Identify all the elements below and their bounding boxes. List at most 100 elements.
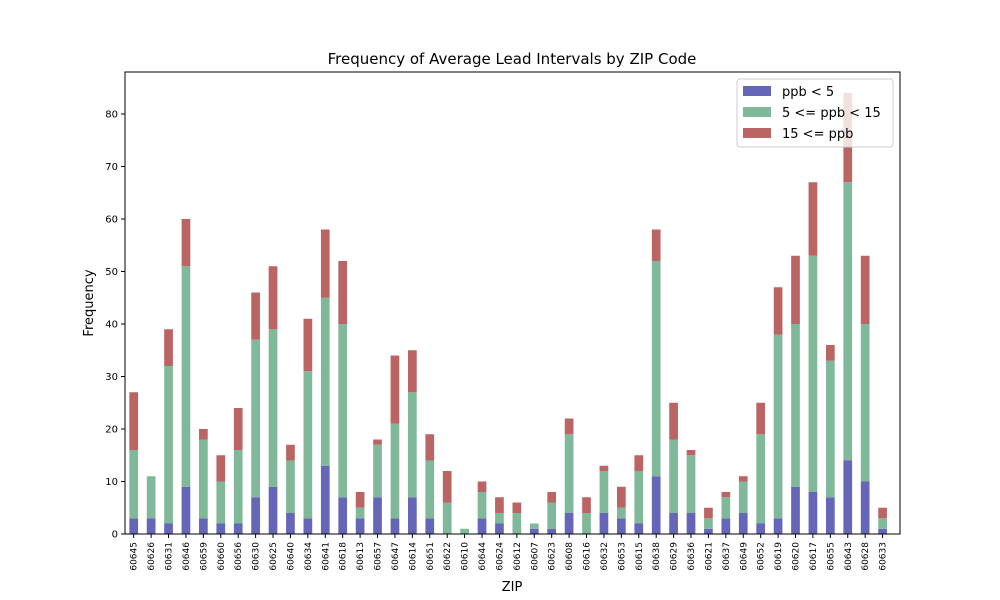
bar-segment-60637-series-2 — [721, 492, 731, 498]
x-tick-label: 60653 — [617, 542, 627, 571]
bar-segment-60623-series-2 — [547, 492, 557, 503]
bar-segment-60652-series-2 — [756, 402, 766, 435]
y-axis: 0 10 20 30 40 50 60 70 80 — [105, 110, 125, 541]
bar-segment-60614-series-0 — [408, 497, 417, 534]
bar-segment-60645-series-0 — [129, 518, 139, 534]
y-tick-label: 60 — [105, 215, 118, 226]
bar-segment-60647-series-2 — [390, 355, 400, 424]
x-tick-label: 60656 — [234, 542, 244, 571]
bar-segment-60620-series-0 — [791, 486, 800, 534]
x-tick-label: 60646 — [182, 542, 192, 571]
bar-segment-60652-series-1 — [756, 434, 766, 524]
bar-segment-60615-series-1 — [634, 471, 644, 524]
x-tick-label: 60657 — [374, 542, 384, 571]
bar-segment-60634-series-0 — [303, 518, 313, 534]
bar-segment-60660-series-2 — [216, 455, 226, 482]
x-tick-label: 60628 — [861, 542, 871, 571]
x-tick-label: 60622 — [443, 542, 453, 571]
bar-segment-60617-series-2 — [808, 182, 818, 256]
bar-segment-60626-series-0 — [146, 518, 156, 534]
bars-layer — [129, 93, 887, 534]
x-tick-label: 60624 — [495, 542, 505, 571]
chart-title: Frequency of Average Lead Intervals by Z… — [328, 50, 697, 68]
bar-segment-60630-series-0 — [251, 497, 260, 534]
bar-segment-60614-series-1 — [408, 392, 417, 498]
x-tick-label: 60644 — [478, 542, 488, 571]
bar-segment-60619-series-0 — [773, 518, 783, 534]
bar-segment-60613-series-0 — [355, 518, 365, 534]
y-tick-label: 80 — [105, 110, 118, 121]
bar-segment-60634-series-2 — [303, 318, 313, 372]
bar-segment-60625-series-1 — [268, 329, 278, 487]
bar-segment-60621-series-1 — [704, 518, 713, 529]
bar-segment-60615-series-0 — [634, 523, 644, 534]
bar-segment-60613-series-1 — [355, 507, 365, 519]
bar-segment-60659-series-2 — [199, 429, 208, 440]
x-tick-label: 60631 — [165, 542, 175, 571]
bar-segment-60624-series-1 — [495, 513, 504, 524]
bar-segment-60643-series-1 — [843, 182, 853, 461]
bar-segment-60644-series-2 — [477, 481, 487, 492]
x-tick-label: 60652 — [757, 542, 767, 571]
bar-segment-60660-series-0 — [216, 523, 226, 534]
bar-segment-60637-series-1 — [721, 497, 731, 519]
y-axis-label: Frequency — [82, 269, 97, 336]
x-tick-label: 60629 — [670, 542, 680, 571]
bar-segment-60630-series-2 — [251, 292, 260, 340]
legend-label-1: 5 <= ppb < 15 — [782, 106, 881, 121]
bar-segment-60608-series-2 — [564, 418, 574, 435]
bar-segment-60608-series-1 — [564, 434, 574, 513]
legend-swatch-0 — [743, 86, 771, 96]
bar-segment-60641-series-2 — [320, 229, 330, 298]
bar-segment-60620-series-1 — [791, 324, 800, 487]
x-tick-label: 60614 — [408, 542, 418, 571]
bar-segment-60636-series-1 — [686, 455, 696, 513]
bar-segment-60616-series-2 — [582, 497, 591, 513]
bar-segment-60631-series-1 — [164, 366, 173, 524]
bar-segment-60625-series-0 — [268, 486, 278, 534]
x-tick-label: 60651 — [426, 542, 436, 571]
bar-segment-60631-series-0 — [164, 523, 173, 534]
bar-segment-60653-series-0 — [616, 518, 626, 534]
bar-segment-60651-series-2 — [425, 434, 435, 461]
x-tick-label: 60626 — [147, 542, 157, 571]
bar-segment-60631-series-2 — [164, 329, 173, 366]
bar-segment-60633-series-2 — [878, 507, 887, 519]
bar-segment-60640-series-1 — [286, 460, 295, 513]
bar-segment-60607-series-0 — [529, 528, 539, 534]
bar-segment-60653-series-2 — [616, 486, 626, 508]
x-tick-label: 60613 — [356, 542, 366, 571]
bar-segment-60622-series-2 — [442, 471, 452, 503]
bar-segment-60649-series-0 — [738, 513, 748, 534]
x-tick-label: 60638 — [652, 542, 662, 571]
bar-segment-60640-series-0 — [286, 513, 295, 534]
x-tick-label: 60659 — [199, 542, 209, 571]
bar-segment-60659-series-0 — [199, 518, 208, 534]
bar-segment-60628-series-0 — [860, 481, 870, 534]
bar-segment-60656-series-2 — [233, 408, 243, 450]
bar-segment-60636-series-0 — [686, 513, 696, 534]
bar-segment-60640-series-2 — [286, 444, 295, 461]
bar-segment-60645-series-1 — [129, 450, 139, 519]
bar-segment-60632-series-2 — [599, 465, 609, 471]
legend-box — [736, 78, 894, 148]
bar-segment-60656-series-1 — [233, 450, 243, 524]
bar-segment-60616-series-1 — [582, 513, 591, 534]
plot-frame — [124, 71, 901, 535]
x-tick-label: 60623 — [548, 542, 558, 571]
bar-segment-60655-series-1 — [825, 360, 835, 498]
x-tick-label: 60655 — [826, 542, 836, 571]
legend-label-2: 15 <= ppb — [782, 127, 853, 142]
bar-segment-60633-series-0 — [878, 528, 887, 534]
legend-swatch-1 — [743, 107, 771, 117]
x-tick-label: 60621 — [704, 542, 714, 571]
x-tick-label: 60633 — [879, 542, 889, 571]
x-tick-label: 60630 — [252, 542, 262, 571]
bar-segment-60632-series-1 — [599, 471, 609, 513]
x-tick-label: 60632 — [600, 542, 610, 571]
x-tick-label: 60608 — [565, 542, 575, 571]
bar-segment-60651-series-0 — [425, 518, 435, 534]
x-tick-label: 60610 — [461, 542, 471, 571]
bar-segment-60618-series-2 — [338, 261, 348, 324]
y-tick-label: 20 — [105, 425, 118, 436]
